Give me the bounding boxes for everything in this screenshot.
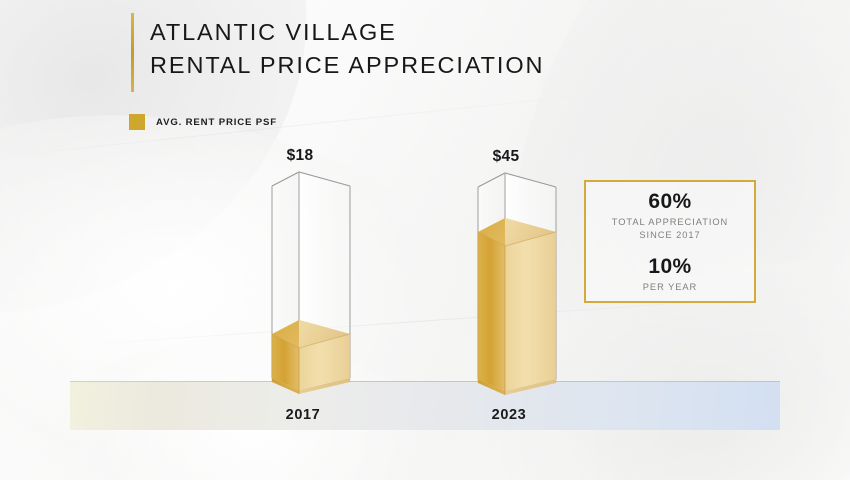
title-accent-rule [131, 13, 134, 92]
stat-secondary-value: 10% [648, 255, 692, 279]
stat-secondary-label: PER YEAR [642, 282, 698, 293]
legend-swatch-icon [129, 114, 145, 130]
baseline-band [70, 382, 780, 430]
stat-primary-value: 60% [648, 190, 692, 214]
title-line-2: RENTAL PRICE APPRECIATION [150, 52, 545, 78]
stat-primary-label: TOTAL APPRECIATION SINCE 2017 [612, 216, 728, 241]
page-title: ATLANTIC VILLAGE RENTAL PRICE APPRECIATI… [150, 16, 544, 82]
bar-value-label-2017: $18 [286, 147, 314, 164]
stat-primary-label-line2: SINCE 2017 [639, 229, 701, 240]
stat-primary-label-line1: TOTAL APPRECIATION [611, 217, 729, 228]
bar-category-label-2017: 2017 [285, 407, 321, 423]
legend-item-label: AVG. RENT PRICE PSF [156, 116, 277, 128]
stat-callout-box: 60% TOTAL APPRECIATION SINCE 2017 10% PE… [584, 180, 756, 303]
title-line-1: ATLANTIC VILLAGE [150, 19, 397, 45]
bar-category-label-2023: 2023 [491, 407, 527, 423]
bar-value-label-2023: $45 [492, 148, 520, 165]
chart-legend: AVG. RENT PRICE PSF [129, 114, 277, 130]
